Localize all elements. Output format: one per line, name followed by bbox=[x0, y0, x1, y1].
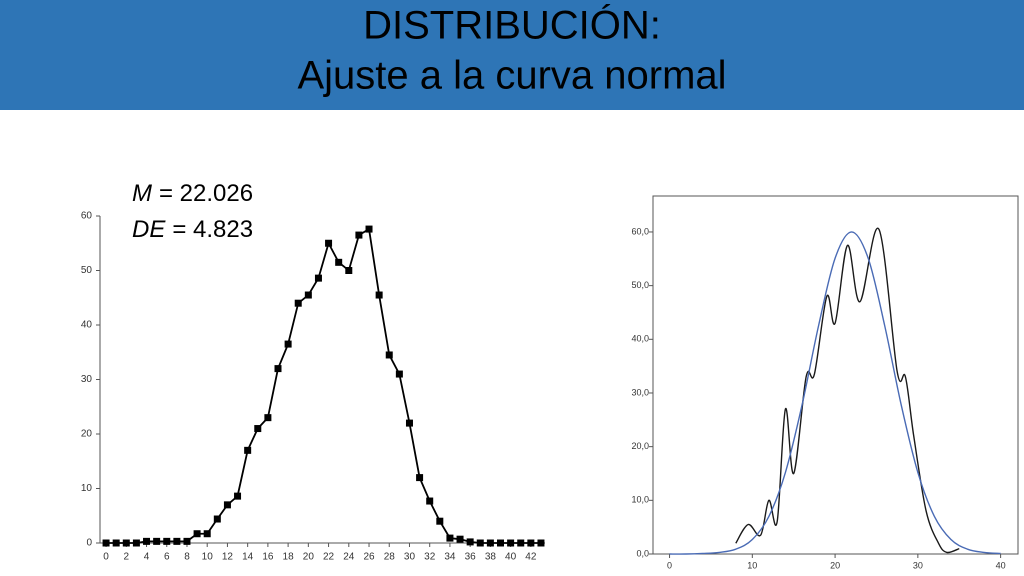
data-point bbox=[213, 515, 221, 523]
data-point bbox=[274, 365, 282, 373]
x-tick-label: 22 bbox=[323, 552, 335, 563]
x-tick-label: 12 bbox=[222, 552, 234, 563]
data-point bbox=[122, 539, 130, 547]
x-tick-label: 4 bbox=[144, 552, 150, 563]
data-point bbox=[153, 537, 161, 545]
data-point bbox=[345, 267, 353, 274]
x-tick-label: 26 bbox=[363, 552, 375, 563]
data-point bbox=[436, 517, 444, 525]
y-tick-label: 20 bbox=[81, 429, 93, 440]
data-line bbox=[669, 231, 1001, 555]
data-point bbox=[426, 497, 434, 505]
x-tick-label: 20 bbox=[830, 560, 840, 570]
data-point bbox=[173, 537, 181, 545]
x-tick-label: 20 bbox=[303, 552, 315, 563]
data-line bbox=[106, 227, 541, 544]
y-tick-label: 20,0 bbox=[631, 441, 649, 451]
data-point bbox=[244, 446, 252, 454]
x-tick-label: 14 bbox=[242, 552, 254, 563]
data-point bbox=[112, 539, 120, 547]
data-point bbox=[304, 291, 312, 299]
data-point bbox=[405, 419, 413, 427]
data-point bbox=[486, 539, 494, 547]
y-tick-label: 0 bbox=[86, 538, 92, 549]
annotation-value: = 22.026 bbox=[159, 180, 253, 207]
y-tick-label: 0,0 bbox=[636, 548, 649, 558]
data-point bbox=[497, 539, 504, 547]
x-tick-label: 18 bbox=[283, 552, 295, 563]
x-tick-label: 34 bbox=[444, 552, 456, 563]
data-point bbox=[466, 538, 474, 546]
data-point bbox=[395, 370, 403, 378]
data-point bbox=[456, 535, 464, 543]
x-tick-label: 36 bbox=[465, 552, 477, 563]
data-point bbox=[234, 492, 242, 500]
x-tick-label: 38 bbox=[485, 552, 497, 563]
annotation: M = 22.026 bbox=[132, 180, 253, 207]
data-point bbox=[254, 425, 262, 433]
data-point bbox=[193, 530, 201, 538]
x-tick-label: 28 bbox=[384, 552, 396, 563]
y-tick-label: 40 bbox=[81, 320, 93, 331]
y-tick-label: 30 bbox=[81, 374, 93, 385]
x-tick-label: 16 bbox=[262, 552, 274, 563]
data-point bbox=[102, 539, 110, 547]
x-tick-label: 42 bbox=[525, 552, 537, 563]
data-point bbox=[183, 537, 191, 545]
x-tick-label: 10 bbox=[202, 552, 214, 563]
y-tick-label: 50,0 bbox=[631, 280, 649, 290]
annotation-symbol: M bbox=[132, 180, 152, 207]
y-tick-label: 10,0 bbox=[631, 495, 649, 505]
data-point bbox=[284, 340, 292, 348]
x-tick-label: 32 bbox=[424, 552, 436, 563]
data-point bbox=[385, 351, 393, 359]
data-point bbox=[446, 534, 454, 542]
x-tick-label: 24 bbox=[343, 552, 355, 563]
data-point bbox=[375, 291, 383, 299]
data-point bbox=[507, 539, 515, 547]
annotation: DE = 4.823 bbox=[132, 216, 253, 243]
annotation-value: = 4.823 bbox=[172, 216, 253, 243]
data-point bbox=[143, 537, 151, 545]
data-point bbox=[537, 539, 545, 547]
data-point bbox=[314, 274, 322, 282]
data-point bbox=[132, 539, 140, 547]
title-line: DISTRIBUCIÓN: bbox=[363, 3, 661, 48]
data-point bbox=[365, 225, 373, 233]
x-tick-label: 30 bbox=[404, 552, 416, 563]
x-tick-label: 10 bbox=[747, 560, 757, 570]
y-tick-label: 40,0 bbox=[631, 334, 649, 344]
x-tick-label: 40 bbox=[505, 552, 517, 563]
data-point bbox=[355, 231, 363, 239]
data-point bbox=[223, 501, 231, 509]
y-tick-label: 60,0 bbox=[631, 226, 649, 236]
y-tick-label: 30,0 bbox=[631, 387, 649, 397]
annotation-symbol: DE bbox=[132, 216, 166, 243]
data-point bbox=[264, 414, 272, 422]
data-point bbox=[517, 539, 525, 547]
data-point bbox=[476, 539, 484, 547]
x-tick-label: 0 bbox=[667, 560, 672, 570]
x-tick-label: 2 bbox=[124, 552, 130, 563]
title-line: Ajuste a la curva normal bbox=[297, 54, 726, 98]
header-band bbox=[0, 0, 1024, 110]
x-tick-label: 30 bbox=[913, 560, 923, 570]
data-point bbox=[294, 299, 302, 307]
data-point bbox=[203, 530, 211, 538]
x-tick-label: 40 bbox=[996, 560, 1006, 570]
data-point bbox=[325, 239, 333, 247]
x-tick-label: 0 bbox=[103, 552, 109, 563]
data-point bbox=[163, 537, 171, 545]
plot-frame bbox=[652, 195, 1019, 555]
y-tick-label: 60 bbox=[81, 211, 93, 222]
y-tick-label: 10 bbox=[81, 483, 93, 494]
y-tick-label: 50 bbox=[81, 265, 93, 276]
data-point bbox=[416, 474, 424, 482]
data-line bbox=[735, 227, 960, 554]
data-point bbox=[527, 539, 535, 547]
x-tick-label: 8 bbox=[184, 552, 190, 563]
data-point bbox=[335, 258, 343, 266]
x-tick-label: 6 bbox=[164, 552, 170, 563]
